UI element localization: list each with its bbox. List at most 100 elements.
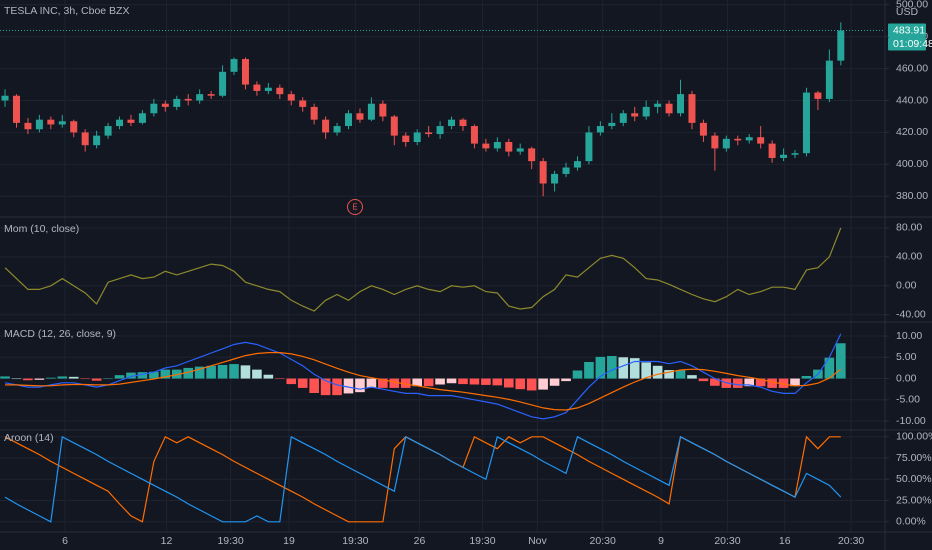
y-tick-label: -40.00	[896, 309, 926, 321]
histogram-bar	[355, 378, 365, 393]
histogram-bar	[0, 376, 10, 379]
histogram-bar	[23, 378, 33, 381]
candle-body	[127, 119, 135, 123]
histogram-bar	[526, 378, 537, 391]
candle-body	[470, 126, 478, 144]
candle-body	[150, 103, 158, 114]
indicator-line	[4, 333, 842, 420]
y-tick-label: 40.00	[896, 251, 922, 263]
candle-body	[528, 148, 536, 162]
candle-body	[516, 148, 524, 152]
candle-body	[1, 95, 9, 101]
candle-body	[241, 59, 249, 85]
candle-body	[711, 135, 719, 149]
pane-title: MACD (12, 26, close, 9)	[4, 328, 116, 340]
histogram-bar	[549, 378, 560, 386]
countdown-tag	[888, 37, 926, 51]
histogram-bar	[206, 365, 216, 379]
y-tick-label: 440.00	[896, 94, 928, 106]
candle-body	[688, 94, 696, 123]
candle-body	[493, 142, 501, 149]
histogram-bar	[194, 366, 205, 379]
histogram-bar	[458, 378, 468, 385]
y-tick-label: 400.00	[896, 158, 928, 170]
candle-body	[745, 137, 753, 141]
candle-body	[539, 161, 547, 184]
x-tick-label: 16	[779, 535, 791, 547]
marks	[0, 22, 885, 523]
histogram-bar	[618, 357, 629, 379]
candle-body	[768, 143, 776, 158]
histogram-bar	[11, 378, 22, 380]
earnings-marker[interactable]	[347, 199, 363, 215]
candle-body	[734, 138, 742, 141]
indicator-line	[4, 227, 842, 312]
candle-body	[425, 132, 433, 135]
histogram-bar	[366, 378, 377, 388]
histogram-bar	[790, 378, 800, 387]
y-tick-label: 10.00	[896, 330, 922, 342]
histogram-bar	[744, 378, 755, 387]
candle-body	[116, 119, 124, 127]
pane-title: Aroon (14)	[4, 432, 54, 444]
histogram-bar	[286, 378, 297, 385]
x-tick-label: 20:30	[714, 535, 740, 547]
earnings-marker-label[interactable]: E	[352, 203, 357, 212]
y-tick-label: 0.00%	[896, 516, 926, 528]
candle-body	[677, 94, 685, 114]
histogram-bar	[91, 378, 102, 381]
candle-body	[58, 121, 66, 125]
candle-body	[104, 126, 112, 136]
histogram-bar	[698, 378, 709, 382]
histogram-bar	[469, 378, 480, 385]
histogram-bar	[664, 370, 674, 379]
candle-body	[757, 137, 765, 144]
histogram-bar	[710, 378, 720, 386]
histogram-bar	[309, 378, 319, 394]
candle-body	[459, 119, 467, 127]
histogram-bar	[275, 378, 285, 380]
histogram-bar	[836, 343, 846, 379]
candle-body	[573, 161, 581, 168]
y-tick-label: 100.00%	[896, 431, 932, 443]
histogram-bar	[515, 378, 526, 390]
y-tick-label: 5.00	[896, 351, 917, 363]
histogram-bar	[229, 364, 239, 379]
histogram-bar	[423, 378, 434, 387]
histogram-bar	[297, 378, 308, 388]
histogram-bar	[80, 378, 90, 380]
candle-body	[791, 153, 799, 155]
histogram-bar	[217, 364, 228, 379]
candle-body	[551, 173, 559, 184]
candle-body	[436, 126, 444, 135]
histogram-bar	[389, 378, 400, 388]
histogram-bar	[240, 365, 251, 379]
y-tick-label: 0.00	[896, 372, 917, 384]
histogram-bar	[137, 372, 148, 379]
histogram-bar	[538, 378, 548, 390]
histogram-bar	[503, 378, 514, 388]
histogram-bar	[446, 378, 457, 384]
candle-body	[70, 121, 78, 133]
histogram-bar	[160, 369, 171, 379]
candle-body	[379, 103, 387, 117]
candle-body	[402, 135, 410, 143]
candle-body	[310, 106, 318, 120]
candle-body	[722, 138, 730, 149]
x-tick-label: 19:30	[217, 535, 243, 547]
y-tick-label: 25.00%	[896, 494, 932, 506]
candle-body	[642, 106, 650, 117]
y-tick-label: -10.00	[896, 415, 926, 427]
x-tick-label: 20:30	[590, 535, 616, 547]
candle-body	[665, 103, 673, 114]
histogram-bar	[607, 356, 617, 379]
histogram-bar	[652, 365, 663, 379]
histogram-bar	[252, 369, 262, 379]
candle-body	[138, 113, 146, 123]
histogram-bar	[561, 378, 571, 382]
histogram-bar	[687, 375, 697, 379]
y-tick-label: 0.00	[896, 280, 917, 292]
x-tick-label: 19	[283, 535, 295, 547]
histogram-bar	[755, 378, 766, 387]
